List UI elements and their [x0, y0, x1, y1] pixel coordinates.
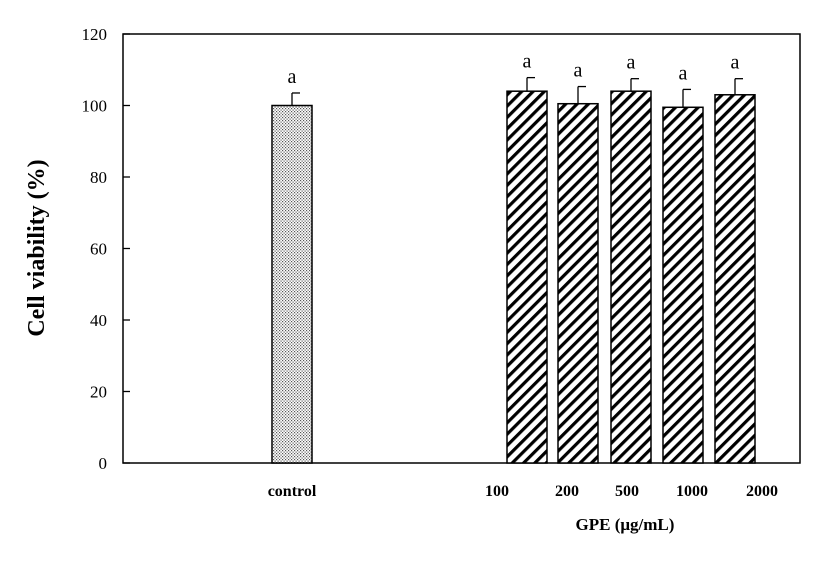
significance-label: a — [731, 52, 740, 74]
y-tick-label: 0 — [99, 454, 108, 473]
category-label: 200 — [555, 483, 579, 500]
y-axis: 0 20 40 60 80 100 120 — [82, 25, 130, 473]
bar-1000 — [662, 106, 704, 464]
category-label: 1000 — [676, 483, 708, 500]
y-tick-label: 120 — [82, 25, 108, 44]
significance-label: a — [523, 51, 532, 73]
category-label: 2000 — [746, 483, 778, 500]
y-tick-label: 80 — [90, 168, 107, 187]
bar-500 — [610, 90, 652, 464]
y-tick-label: 20 — [90, 383, 107, 402]
bar-control — [271, 104, 313, 464]
significance-label: a — [627, 52, 636, 74]
significance-label: a — [288, 66, 297, 88]
category-label: 500 — [615, 483, 639, 500]
significance-label: a — [679, 62, 688, 84]
y-tick-label: 60 — [90, 240, 107, 259]
significance-label: a — [574, 60, 583, 82]
bar-200 — [557, 102, 599, 464]
bars: aa a a a a — [271, 51, 756, 464]
bar-100 — [506, 90, 548, 464]
category-label: 100 — [485, 483, 509, 500]
y-axis-title: Cell viability (%) — [24, 159, 50, 336]
category-labels: control 100 200 500 1000 2000 — [268, 483, 778, 500]
x-axis-title: GPE (μg/mL) — [576, 515, 675, 534]
y-tick-label: 100 — [82, 97, 108, 116]
bar-2000 — [714, 94, 756, 464]
category-label: control — [268, 483, 317, 500]
y-tick-label: 40 — [90, 311, 107, 330]
